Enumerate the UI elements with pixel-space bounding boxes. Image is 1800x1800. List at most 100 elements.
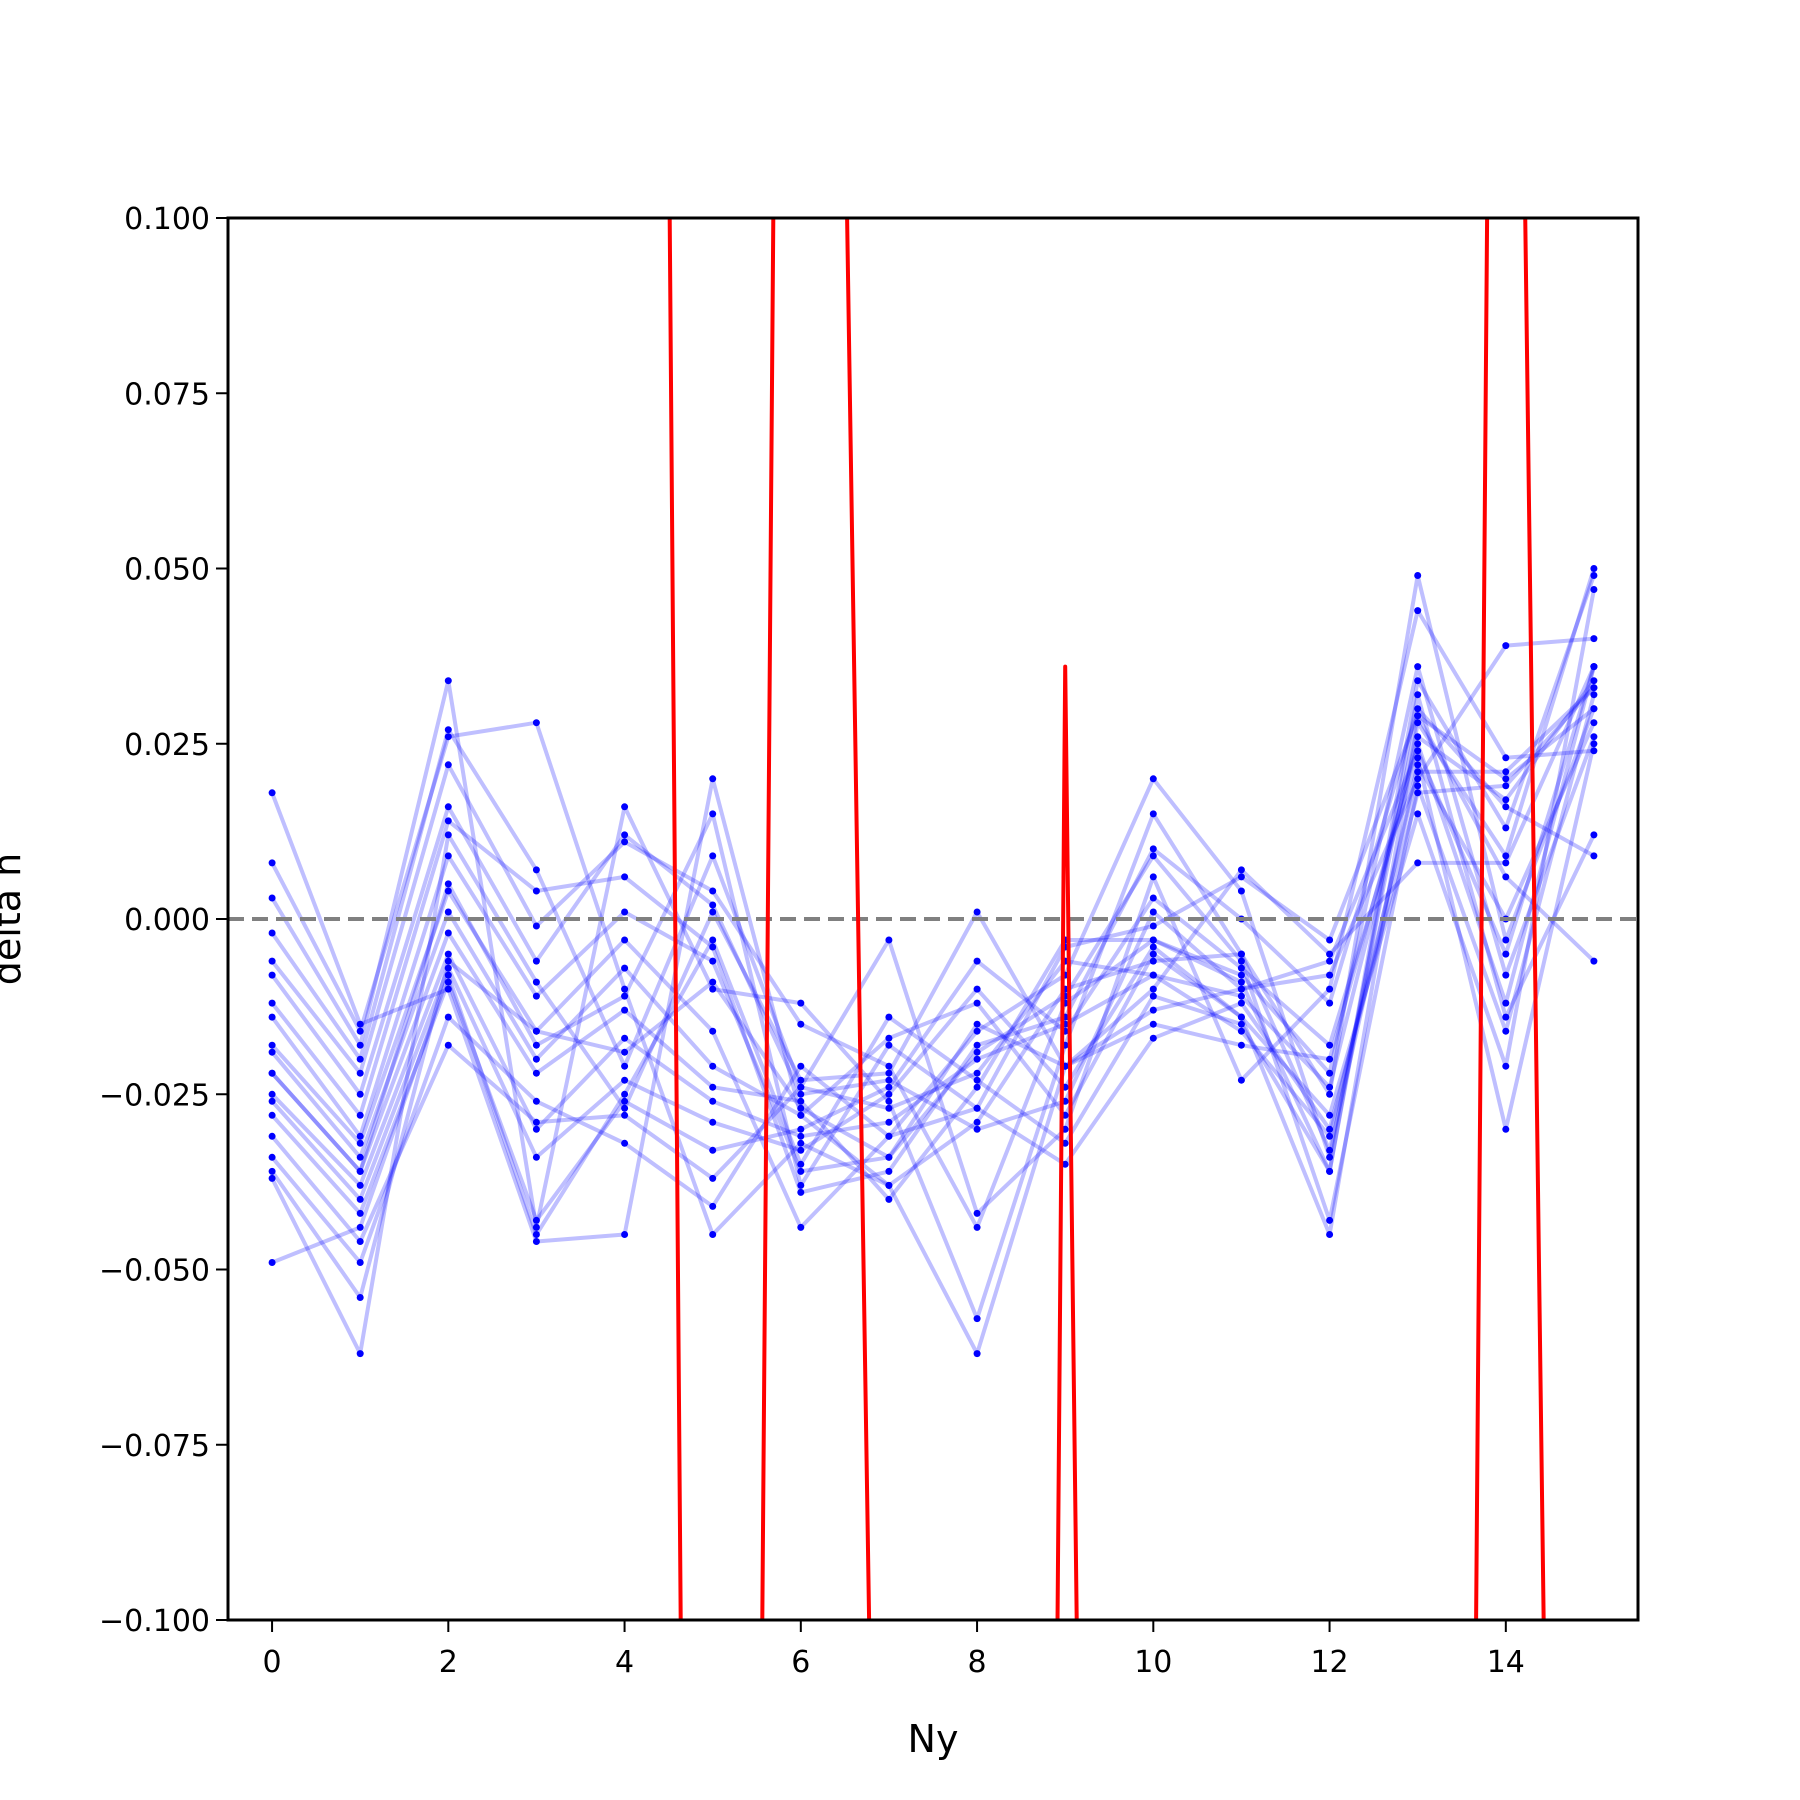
data-point [1149, 936, 1157, 944]
data-point [885, 1034, 893, 1042]
data-point [444, 971, 452, 979]
data-point [973, 1350, 981, 1358]
data-point [621, 936, 629, 944]
data-point [268, 1111, 276, 1119]
data-point [1414, 768, 1422, 776]
data-point [1237, 1041, 1245, 1049]
data-point [444, 950, 452, 958]
data-point [1414, 663, 1422, 671]
data-point [1326, 1083, 1334, 1091]
data-point [1326, 971, 1334, 979]
data-point [268, 1013, 276, 1021]
series-line [270, 686, 1596, 1244]
y-tick-label: 0.050 [124, 553, 210, 588]
data-point [1149, 810, 1157, 818]
data-point [973, 908, 981, 916]
data-point [1414, 782, 1422, 790]
data-point [356, 1020, 364, 1028]
data-point [1590, 677, 1598, 685]
data-point [1326, 1146, 1334, 1154]
data-point [356, 1027, 364, 1035]
series-line [270, 721, 1596, 1188]
data-point [1414, 691, 1422, 699]
series-2 [268, 572, 1598, 1323]
data-point [356, 1132, 364, 1140]
data-point [885, 1104, 893, 1112]
data-point [797, 1181, 805, 1189]
data-point [885, 1097, 893, 1105]
data-point [797, 1132, 805, 1140]
y-axis: −0.100 −0.075 −0.050 −0.025 0.000 0.025 0.050 0… [99, 202, 228, 1639]
data-point [885, 1013, 893, 1021]
x-tick-label: 14 [1487, 1645, 1525, 1680]
data-point [1149, 873, 1157, 881]
series-line [271, 574, 1596, 1265]
data-point [444, 852, 452, 860]
data-point [797, 1139, 805, 1147]
data-point [532, 866, 540, 874]
data-point [1237, 1013, 1245, 1021]
data-point [356, 1153, 364, 1161]
data-point [885, 1153, 893, 1161]
data-point [709, 1083, 717, 1091]
data-point [1414, 775, 1422, 783]
data-point [1502, 1013, 1510, 1021]
data-point [356, 1181, 364, 1189]
series-line [270, 636, 1595, 1132]
data-point [444, 761, 452, 769]
data-point [973, 1027, 981, 1035]
series-line [270, 666, 1596, 1174]
data-point [621, 831, 629, 839]
series-line [270, 743, 1596, 1223]
data-point [621, 838, 629, 846]
series-9 [268, 719, 1598, 1189]
data-point [797, 1083, 805, 1091]
data-point [1237, 999, 1245, 1007]
data-point [1149, 894, 1157, 902]
data-point [1149, 992, 1157, 1000]
data-point [444, 831, 452, 839]
data-point [532, 1223, 540, 1231]
data-point [1237, 971, 1245, 979]
data-point [1502, 873, 1510, 881]
data-point [973, 1223, 981, 1231]
data-point [973, 1083, 981, 1091]
data-point [268, 1174, 276, 1182]
data-point [1237, 950, 1245, 958]
data-point [1237, 887, 1245, 895]
series-line [270, 664, 1596, 1230]
data-point [885, 1195, 893, 1203]
data-point [621, 1104, 629, 1112]
data-point [1502, 1062, 1510, 1070]
data-point [1326, 1216, 1334, 1224]
series-12 [268, 586, 1598, 1203]
data-point [1237, 873, 1245, 881]
data-point [621, 1006, 629, 1014]
data-point [797, 1104, 805, 1112]
data-point [444, 1041, 452, 1049]
data-point [532, 1118, 540, 1126]
y-tick-label: 0.000 [124, 903, 210, 938]
data-point [1149, 1034, 1157, 1042]
data-point [356, 1238, 364, 1245]
x-tick-label: 12 [1310, 1645, 1348, 1680]
data-point [1502, 796, 1510, 804]
data-point [1502, 859, 1510, 867]
data-point [444, 978, 452, 986]
data-point [1414, 712, 1422, 720]
series-14 [268, 684, 1598, 1245]
data-point [1590, 747, 1598, 755]
data-point [356, 1055, 364, 1063]
plot-area [228, 218, 1638, 1620]
y-tick-label: −0.025 [99, 1078, 210, 1113]
series-line [270, 608, 1595, 1216]
data-point [709, 775, 717, 783]
data-point [1502, 754, 1510, 762]
data-point [444, 887, 452, 895]
data-point [621, 964, 629, 972]
data-point [1414, 705, 1422, 713]
data-point [268, 957, 276, 965]
data-point [268, 929, 276, 937]
x-tick-label: 6 [791, 1645, 810, 1680]
data-point [709, 936, 717, 944]
